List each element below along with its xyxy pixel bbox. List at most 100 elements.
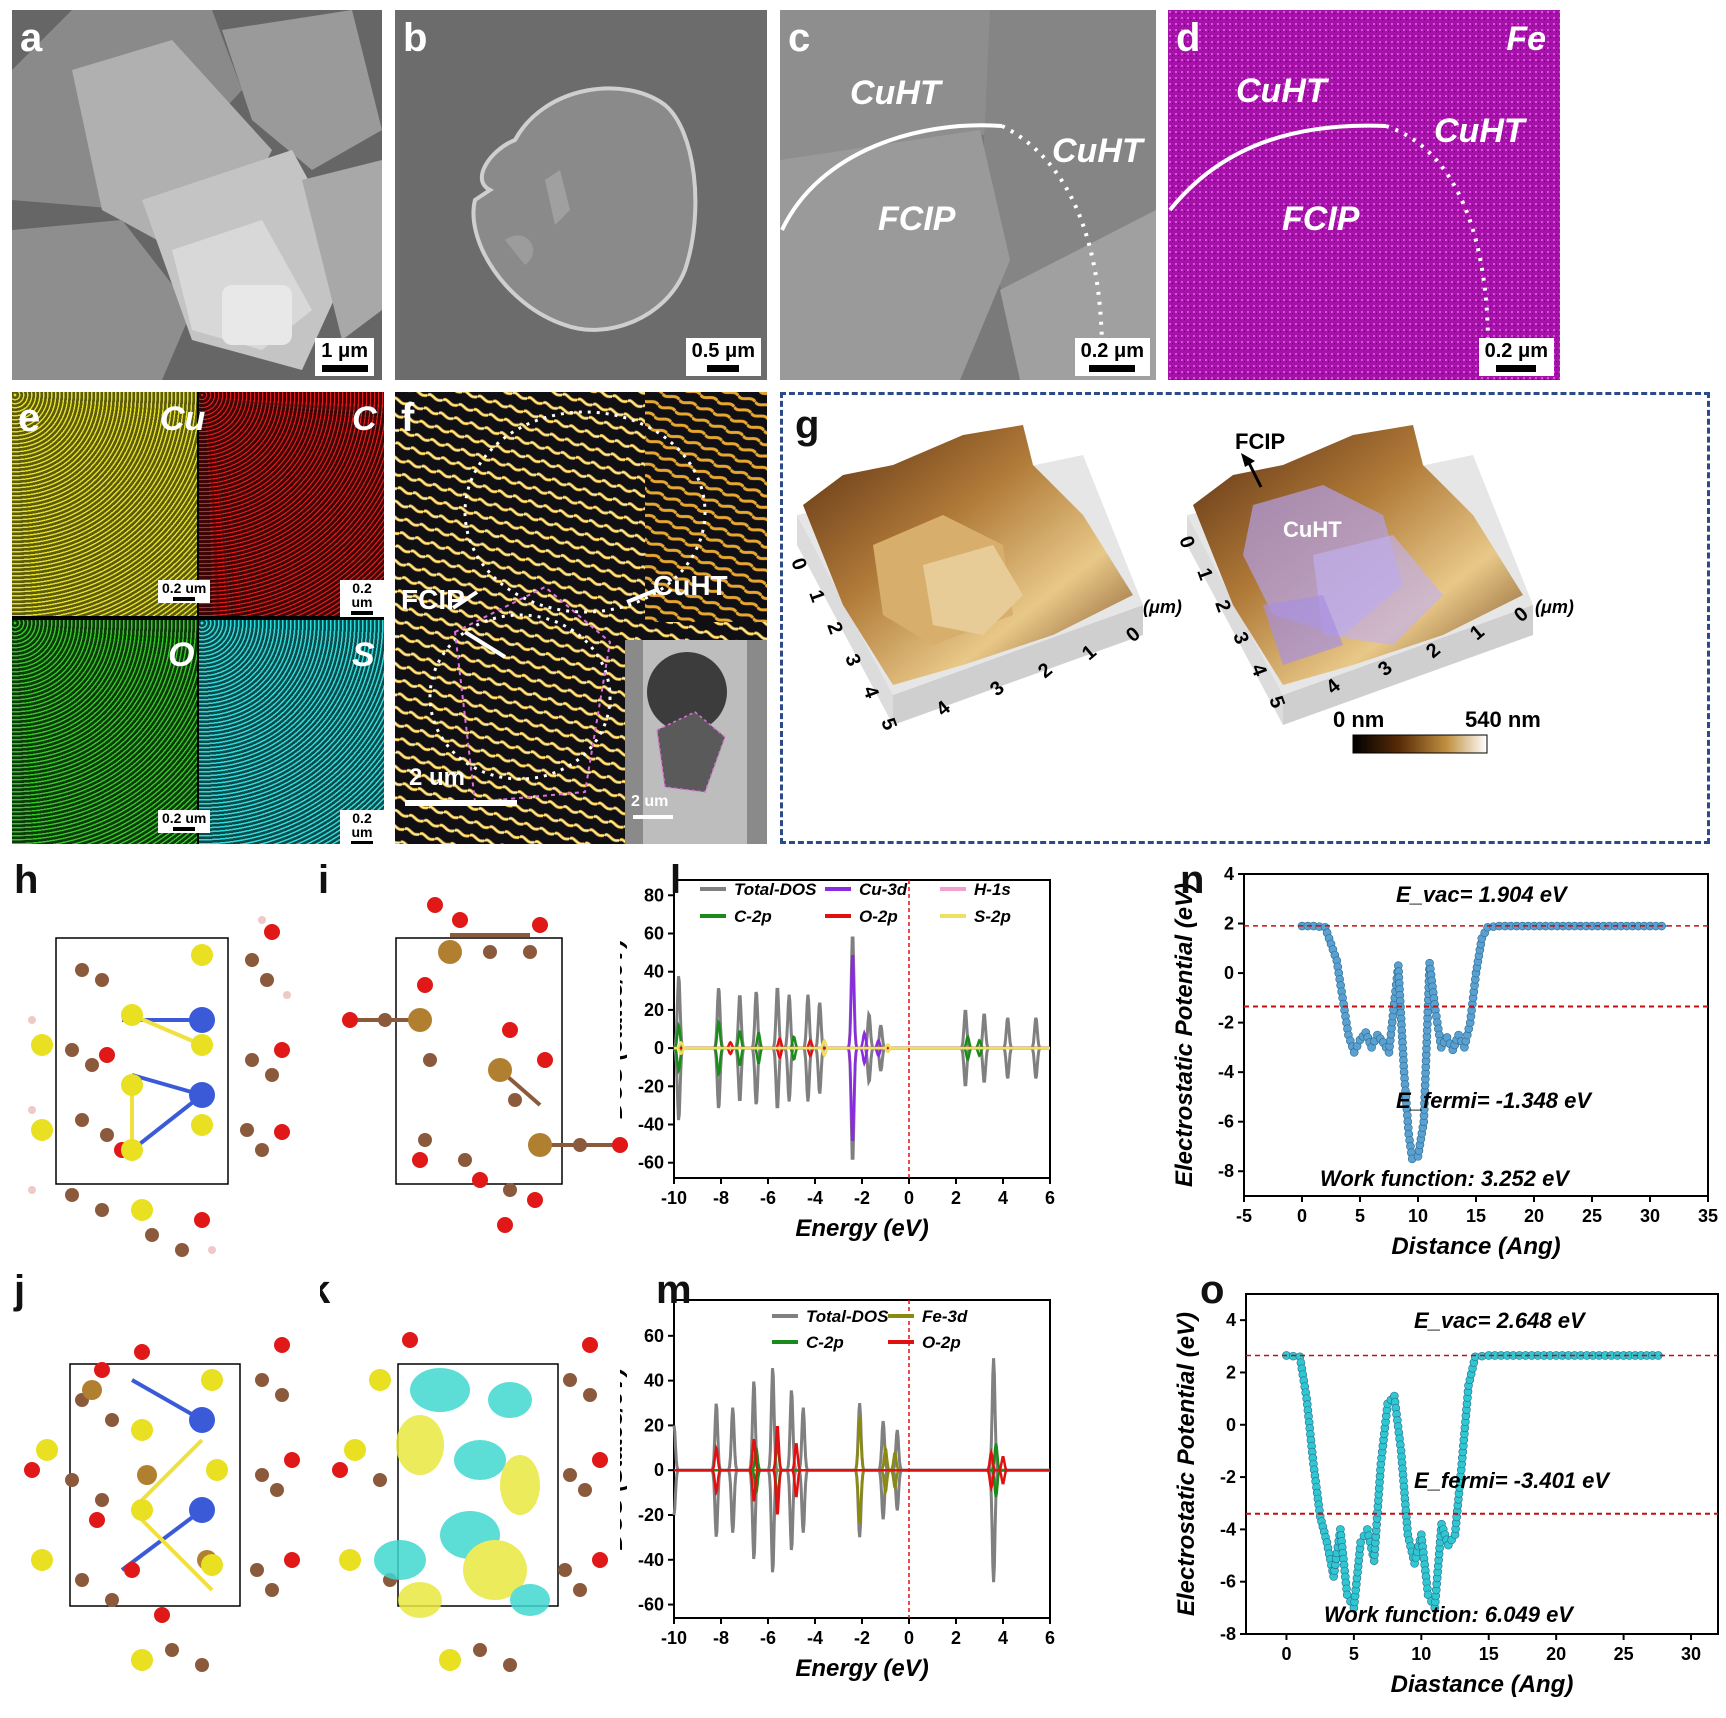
panel-label-d: d bbox=[1176, 16, 1201, 60]
x-axis-label: Energy (eV) bbox=[795, 1215, 928, 1242]
dos-series-total-dos bbox=[672, 1046, 1050, 1160]
panel-label-c: c bbox=[788, 16, 811, 60]
annotation-fcip: FCIP bbox=[878, 200, 956, 238]
x-tick-label: -8 bbox=[713, 1628, 729, 1648]
y-tick-label: -6 bbox=[1220, 1572, 1236, 1592]
scale-bar-label-c: 0.2 μm bbox=[1080, 340, 1144, 362]
x-tick-label: 30 bbox=[1640, 1206, 1660, 1226]
x-tick-label: 20 bbox=[1546, 1644, 1566, 1664]
annotation-fcip: FCIP bbox=[1282, 200, 1360, 238]
tick-left-0: 0 bbox=[786, 555, 810, 573]
legend-label: H-1s bbox=[974, 880, 1011, 899]
y-tick-label: 40 bbox=[644, 1371, 664, 1391]
x-tick-label: 0 bbox=[1297, 1206, 1307, 1226]
element-label-c: C bbox=[352, 400, 377, 438]
x-tick-label: 0 bbox=[1281, 1644, 1291, 1664]
unit-left: (μm) bbox=[1143, 597, 1182, 617]
panel-label-m: m bbox=[656, 1270, 692, 1312]
annotation-cuht-2: CuHT bbox=[1434, 112, 1525, 150]
x-tick-label: -8 bbox=[713, 1188, 729, 1208]
element-label-cu: Cu bbox=[160, 400, 206, 438]
y-axis-label: DOS (states/eV) bbox=[620, 939, 628, 1119]
x-tick-label: -4 bbox=[807, 1188, 823, 1208]
scale-bar-b: 0.5 μm bbox=[685, 338, 761, 376]
scale-bar-label-c: 0.2 um bbox=[351, 580, 373, 610]
work-function-annotation: Work function: 3.252 eV bbox=[1320, 1166, 1571, 1191]
panel-d-eds-fe: d Fe CuHT CuHT FCIP 0.2 μm bbox=[1168, 10, 1560, 380]
afm-cuht-label: CuHT bbox=[1283, 517, 1342, 542]
x-tick-label: 20 bbox=[1524, 1206, 1544, 1226]
sem-image-b bbox=[395, 10, 767, 380]
legend-label: C-2p bbox=[734, 907, 772, 926]
panel-label-b: b bbox=[403, 16, 428, 60]
scale-label-f: 2 um bbox=[409, 764, 466, 791]
x-tick-label: 0 bbox=[904, 1188, 914, 1208]
x-axis-label: Energy (eV) bbox=[795, 1655, 928, 1682]
y-axis-label: Electrostatic Potential (eV) bbox=[1171, 883, 1198, 1187]
dos-series-s-2p bbox=[674, 1046, 1050, 1058]
x-tick-label: 0 bbox=[904, 1628, 914, 1648]
annotation-cuht-1: CuHT bbox=[850, 74, 941, 112]
y-tick-label: 4 bbox=[1226, 1310, 1236, 1330]
colorbar bbox=[1352, 734, 1488, 754]
panel-label-k: k bbox=[320, 1270, 330, 1310]
y-tick-label: 20 bbox=[644, 1415, 664, 1435]
x-tick-label: -6 bbox=[760, 1628, 776, 1648]
x-tick-label: 25 bbox=[1582, 1206, 1602, 1226]
y-tick-label: 80 bbox=[644, 885, 664, 905]
annotation-fcip: FCIP bbox=[401, 584, 465, 615]
annotation-cuht-2: CuHT bbox=[1052, 132, 1143, 170]
mfm-image bbox=[395, 392, 767, 844]
x-tick-label: 15 bbox=[1466, 1206, 1486, 1226]
inset-scale-label: 2 um bbox=[631, 793, 669, 810]
scale-bar-label-d: 0.2 μm bbox=[1484, 340, 1548, 362]
y-tick-label: -60 bbox=[638, 1595, 664, 1615]
legend-label: O-2p bbox=[922, 1333, 961, 1352]
panel-e-eds-maps: e Cu C O S 0.2 um 0.2 um 0.2 um 0.2 um bbox=[12, 392, 384, 844]
scale-bar-cu: 0.2 um bbox=[158, 580, 211, 603]
x-tick-label: -10 bbox=[661, 1628, 687, 1648]
colorbar-max: 540 nm bbox=[1465, 707, 1541, 732]
x-tick-label: 2 bbox=[951, 1188, 961, 1208]
annotation-cuht: CuHT bbox=[653, 570, 728, 601]
y-axis-label: Electrostatic Potential (eV) bbox=[1173, 1312, 1200, 1616]
eds-map-cu bbox=[12, 392, 197, 616]
y-tick-label: -4 bbox=[1220, 1519, 1236, 1539]
x-tick-label: 25 bbox=[1614, 1644, 1634, 1664]
scale-bar-label-a: 1 μm bbox=[321, 340, 368, 362]
panel-c-sem: c CuHT CuHT FCIP 0.2 μm bbox=[780, 10, 1156, 380]
scale-bar-label-cu: 0.2 um bbox=[162, 580, 207, 596]
scale-bar-s: 0.2 um bbox=[340, 810, 384, 844]
afm-fcip-label: FCIP bbox=[1235, 429, 1285, 454]
y-tick-label: 40 bbox=[644, 962, 664, 982]
y-tick-label: 0 bbox=[654, 1460, 664, 1480]
y-tick-label: -6 bbox=[1218, 1112, 1234, 1132]
element-label-fe: Fe bbox=[1506, 20, 1546, 58]
efermi-annotation: E_fermi= -3.401 eV bbox=[1414, 1468, 1611, 1493]
x-tick-label: 15 bbox=[1479, 1644, 1499, 1664]
x-tick-label: 30 bbox=[1681, 1644, 1701, 1664]
x-tick-label: 10 bbox=[1408, 1206, 1428, 1226]
y-tick-label: 0 bbox=[654, 1038, 664, 1058]
evac-annotation: E_vac= 2.648 eV bbox=[1414, 1308, 1587, 1333]
panel-label-g: g bbox=[795, 403, 820, 447]
legend-label: O-2p bbox=[859, 907, 898, 926]
x-tick-label: -4 bbox=[807, 1628, 823, 1648]
panel-l-dos-chart: -10 -8 -6 -4 -2 0 2 4 6 -60 -40 -20 0 20 40 60 80 Energy … bbox=[620, 860, 1160, 1270]
x-tick-label: -10 bbox=[661, 1188, 687, 1208]
y-tick-label: -40 bbox=[638, 1550, 664, 1570]
legend-label: Cu-3d bbox=[859, 880, 908, 899]
x-tick-label: -5 bbox=[1236, 1206, 1252, 1226]
x-tick-label: 5 bbox=[1355, 1206, 1365, 1226]
scale-bar-d: 0.2 μm bbox=[1478, 338, 1554, 376]
scale-bar-label-o: 0.2 um bbox=[162, 810, 207, 826]
scale-bar-c: 0.2 um bbox=[340, 580, 384, 617]
panel-j-structure: j bbox=[12, 1270, 300, 1690]
annotation-cuht-1: CuHT bbox=[1236, 72, 1327, 110]
eds-map-fe bbox=[1168, 10, 1560, 380]
scale-bar-label-b: 0.5 μm bbox=[691, 340, 755, 362]
x-axis-label: Distance (Ang) bbox=[1391, 1233, 1560, 1260]
tick-left-2: 2 bbox=[822, 619, 846, 637]
panel-label-a: a bbox=[20, 16, 43, 60]
element-label-s: S bbox=[352, 636, 375, 674]
